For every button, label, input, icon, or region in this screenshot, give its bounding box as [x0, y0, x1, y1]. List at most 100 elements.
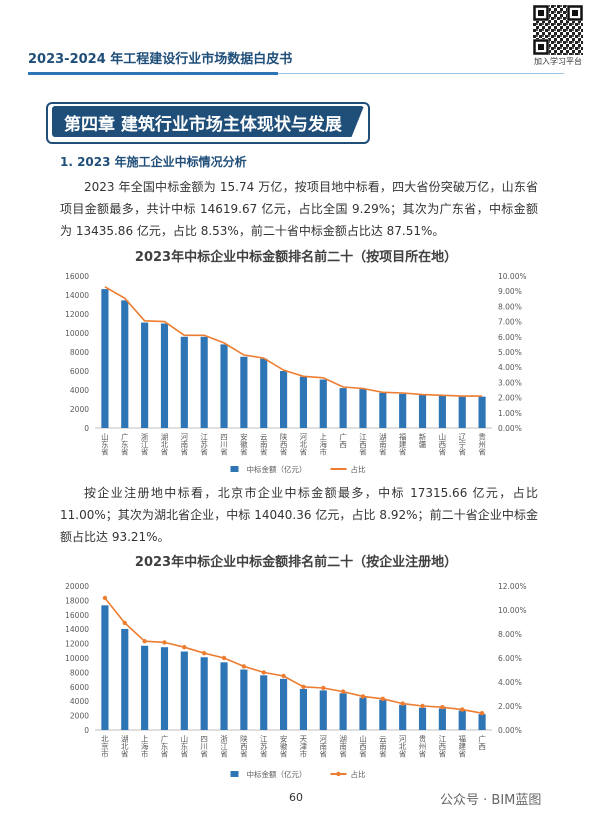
bar — [438, 708, 446, 730]
y2-tick-label: 2.00% — [498, 394, 522, 403]
y-tick-label: 0 — [84, 726, 89, 735]
header-title: 2023-2024 年工程建设行业市场数据白皮书 — [28, 52, 293, 67]
legend-label: 占比 — [351, 464, 366, 474]
bar — [101, 289, 109, 428]
x-tick-label: 湖北省 — [120, 735, 129, 758]
line-marker — [182, 645, 187, 650]
x-tick-label: 安徽省 — [279, 734, 288, 758]
bar — [379, 392, 387, 428]
y-tick-label: 16000 — [65, 611, 89, 620]
x-tick-label: 广西 — [477, 734, 486, 752]
y-tick-label: 2000 — [70, 405, 89, 414]
line-marker — [281, 673, 286, 679]
line-marker — [460, 707, 465, 712]
bar — [260, 675, 268, 730]
x-tick-label: 辽宁省 — [457, 433, 466, 456]
y-tick-label: 16000 — [65, 272, 89, 281]
x-tick-label: 云南省 — [378, 735, 387, 758]
y2-tick-label: 4.00% — [498, 363, 522, 372]
watermark: 公众号 · BIM蓝图 — [440, 793, 542, 808]
line-series — [104, 597, 483, 714]
legend-swatch — [230, 771, 239, 777]
line-marker — [261, 670, 266, 675]
legend-label: 中标金额（亿元） — [247, 464, 307, 474]
bar — [240, 669, 248, 730]
bar — [220, 662, 228, 730]
chart: 2023年中标企业中标金额排名前二十（按项目所在地） 0 2000 4000 6000 8… — [65, 249, 527, 474]
y2-tick-label: 0.00% — [498, 424, 522, 433]
legend: 中标金额（亿元） 占比 — [230, 464, 366, 474]
bar — [200, 336, 208, 428]
x-tick-label: 湖南省 — [338, 735, 347, 758]
qr-code — [533, 5, 583, 55]
y2-tick-label: 8.00% — [498, 630, 522, 639]
y-tick-label: 8000 — [70, 668, 89, 677]
bar — [379, 699, 387, 730]
x-tick-label: 广东省 — [160, 734, 169, 758]
legend-label: 占比 — [351, 769, 366, 779]
page-number: 60 — [289, 791, 303, 804]
bar — [458, 710, 466, 730]
y-tick-label: 10000 — [65, 654, 89, 663]
bar — [260, 358, 268, 428]
x-tick-label: 山西省 — [438, 432, 447, 456]
line-marker — [321, 685, 326, 691]
header-rule — [28, 72, 278, 75]
bar — [319, 690, 327, 730]
x-tick-label: 四川省 — [219, 433, 228, 456]
x-tick-label: 江苏省 — [199, 433, 208, 456]
qr-caption: 加入学习平台 — [534, 57, 582, 66]
bar — [478, 714, 486, 730]
line-marker — [241, 664, 247, 669]
x-tick-label: 山东省 — [100, 432, 109, 456]
y-tick-label: 14000 — [65, 291, 89, 300]
x-tick-label: 浙江省 — [219, 734, 228, 758]
bar — [399, 393, 407, 428]
bar — [200, 657, 208, 730]
y2-tick-label: 2.00% — [498, 702, 522, 711]
x-tick-label: 上海市 — [319, 433, 328, 457]
x-tick-label: 福建省 — [457, 735, 466, 758]
bar — [180, 336, 188, 428]
bar — [240, 356, 248, 428]
bar — [299, 376, 307, 428]
x-tick-label: 新疆 — [418, 432, 427, 450]
x-tick-label: 河北省 — [299, 433, 308, 456]
bar — [478, 396, 486, 428]
line-marker — [301, 684, 306, 689]
y2-tick-label: 1.00% — [498, 409, 522, 418]
bar — [418, 394, 427, 428]
y-tick-label: 6000 — [70, 683, 89, 692]
bar — [280, 678, 288, 730]
x-tick-label: 陕西省 — [279, 432, 288, 456]
bar — [418, 707, 427, 730]
y-tick-label: 18000 — [65, 596, 89, 605]
y-tick-label: 6000 — [70, 367, 89, 376]
bar — [438, 395, 446, 428]
y-tick-label: 0 — [84, 424, 89, 433]
y-tick-label: 4000 — [70, 697, 89, 706]
x-tick-label: 贵州省 — [418, 734, 427, 758]
line-marker — [400, 701, 405, 706]
x-tick-label: 河南省 — [180, 433, 189, 456]
bar — [399, 704, 407, 730]
legend-swatch — [230, 466, 239, 472]
line-marker — [440, 705, 445, 710]
bar — [339, 693, 347, 730]
y2-tick-label: 12.00% — [498, 582, 527, 591]
bar — [359, 389, 367, 428]
x-tick-label: 上海市 — [140, 735, 149, 759]
bar — [299, 688, 307, 730]
y2-tick-label: 7.00% — [498, 318, 522, 327]
y-tick-label: 8000 — [70, 348, 89, 357]
chart: 2023年中标企业中标金额排名前二十（按企业注册地） 0 2000 4000 6000 8… — [65, 554, 527, 779]
x-tick-label: 江苏省 — [259, 735, 268, 758]
legend-label: 中标金额（亿元） — [247, 769, 307, 779]
chapter-banner — [52, 106, 364, 137]
x-tick-label: 江西省 — [358, 433, 367, 456]
y-tick-label: 12000 — [65, 640, 89, 649]
bar — [121, 628, 129, 730]
y2-tick-label: 5.00% — [498, 348, 522, 357]
y2-tick-label: 10.00% — [498, 272, 527, 281]
